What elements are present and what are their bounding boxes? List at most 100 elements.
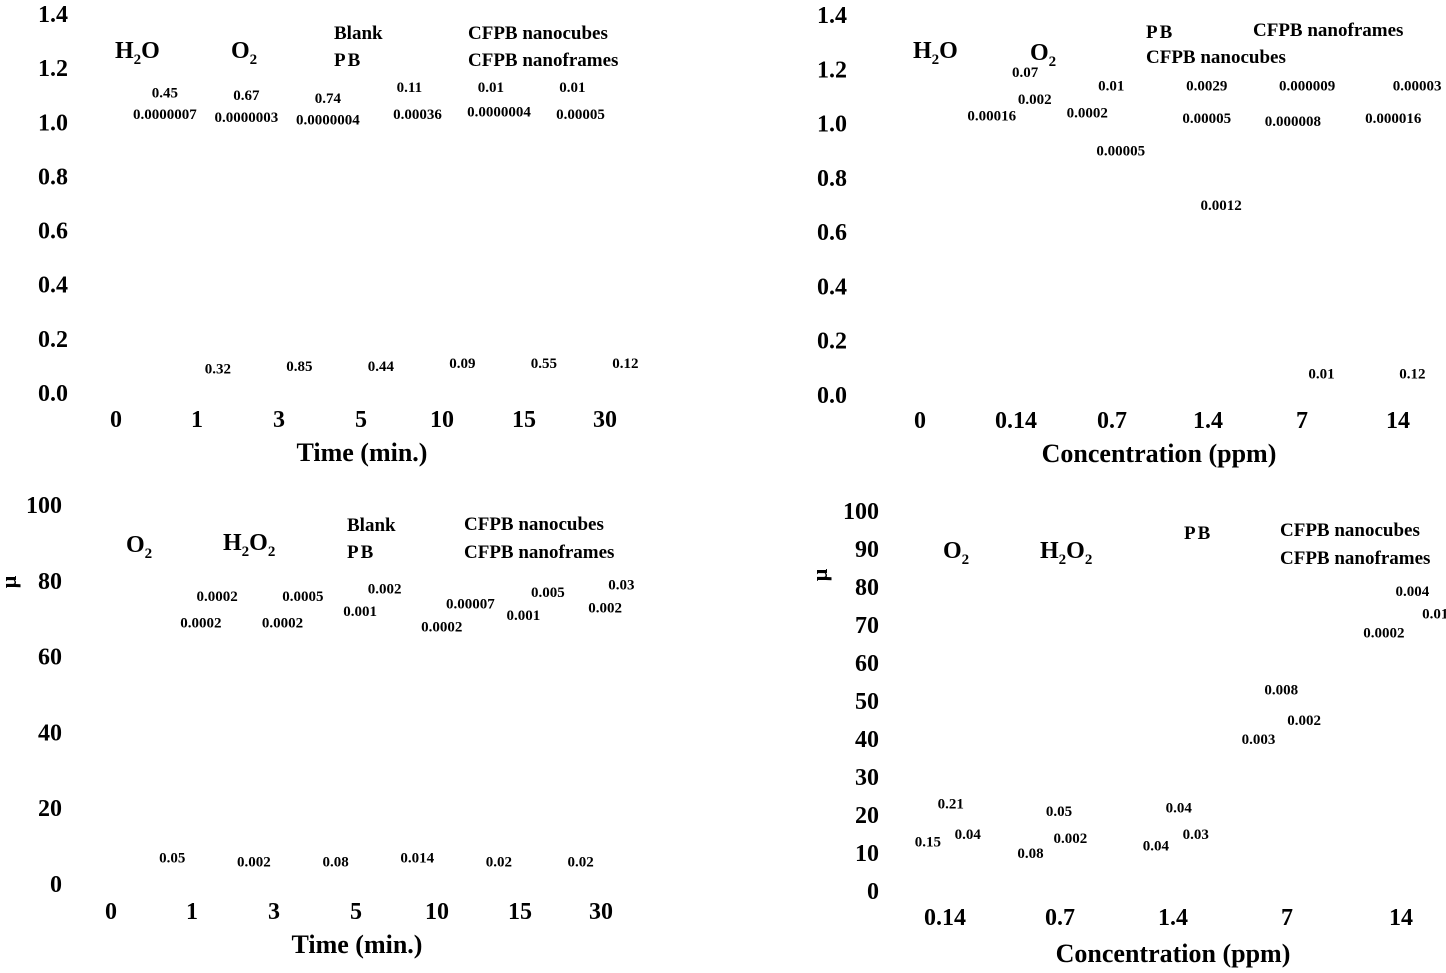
chart-a-xtick-label: 0 <box>110 407 122 433</box>
chart-b-pvalue-label: 0.00005 <box>1182 111 1231 127</box>
chart-b-xlabel: Concentration (ppm) <box>1042 439 1277 468</box>
chart-a-xlabel: Time (min.) <box>297 438 428 467</box>
chart-b-xtick-label: 7 <box>1296 408 1308 434</box>
chart-a-pvalue-label: 0.44 <box>368 359 395 375</box>
chart-d-xlabel: Concentration (ppm) <box>1056 939 1291 968</box>
chart-d-xtick-label: 7 <box>1281 905 1293 931</box>
chart-a-group-label-o2: O2 <box>231 38 257 68</box>
chart-panel-b: 1.4 1.2 1.0 0.8 0.6 0.4 0.2 0.0 0 0.14 0.7 1.4 7 14 … <box>723 0 1446 486</box>
chart-a-ytick-label: 0.8 <box>38 164 68 190</box>
chart-b-pvalue-label: 0.12 <box>1399 366 1425 382</box>
chart-d-pvalue-label: 0.08 <box>1017 846 1043 862</box>
chart-a-ytick-label: 0.2 <box>38 327 68 353</box>
chart-b-pvalue-label: 0.01 <box>1308 366 1334 382</box>
chart-d-xtick-label: 0.7 <box>1045 905 1075 931</box>
chart-d-ytick-label: 100 <box>843 499 879 525</box>
chart-a-pvalue-label: 0.11 <box>397 80 422 96</box>
chart-b-pvalue-label: 0.0012 <box>1201 198 1242 214</box>
chart-d-ytick-label: 10 <box>855 841 879 867</box>
chart-b-ytick-label: 0.6 <box>817 220 847 246</box>
chart-b-ytick-label: 0.2 <box>817 329 847 355</box>
chart-d-legend-0: PB <box>1184 523 1212 544</box>
chart-d-pvalue-label: 0.05 <box>1046 804 1072 820</box>
chart-b-pvalue-label: 0.000009 <box>1279 79 1335 95</box>
chart-a-svg: 1.4 1.2 1.0 0.8 0.6 0.4 0.2 0.0 0 1 3 5 10 15 30 0.45… <box>38 2 639 467</box>
chart-d-pvalue-label: 0.04 <box>1143 838 1170 854</box>
chart-c-xlabel: Time (min.) <box>292 930 423 959</box>
chart-d-ytick-label: 50 <box>855 689 879 715</box>
chart-b-pvalue-label: 0.01 <box>1098 79 1124 95</box>
chart-c-xtick-label: 30 <box>589 899 613 925</box>
chart-a-pvalue-label: 0.45 <box>152 86 178 102</box>
chart-c-pvalue-label: 0.002 <box>237 854 271 870</box>
chart-a-pvalue-label: 0.01 <box>478 80 504 96</box>
chart-a-legend-3: CFPB nanoframes <box>468 50 618 71</box>
chart-c-ytick-label: 0 <box>50 872 62 898</box>
chart-d-pvalue-label: 0.0002 <box>1363 626 1404 642</box>
chart-a-pvalue-label: 0.12 <box>612 356 638 372</box>
chart-d-pvalue-label: 0.003 <box>1242 732 1276 748</box>
chart-a-group-label-h2o: H2O <box>115 38 160 68</box>
chart-b-ytick-label: 1.0 <box>817 112 847 138</box>
chart-c-xtick-label: 3 <box>268 899 280 925</box>
chart-b-legend-1: CFPB nanocubes <box>1146 47 1286 68</box>
chart-c-pvalue-label: 0.0002 <box>421 619 462 635</box>
chart-a-xtick-label: 3 <box>273 407 285 433</box>
chart-d-pvalue-label: 0.15 <box>915 835 941 851</box>
chart-d-ytick-label: 90 <box>855 537 879 563</box>
chart-a-legend-0: Blank <box>334 23 383 44</box>
chart-d-group-label-h2o2: H2O2 <box>1040 538 1092 568</box>
chart-d-pvalue-label: 0.008 <box>1264 683 1298 699</box>
chart-b-xtick-label: 14 <box>1386 408 1410 434</box>
chart-c-ytick-label: 60 <box>38 645 62 671</box>
chart-c-pvalue-label: 0.001 <box>507 608 541 624</box>
chart-d-pvalue-label: 0.03 <box>1183 827 1209 843</box>
chart-a-pvalue-label: 0.74 <box>315 91 342 107</box>
chart-d-ylabel: μ <box>807 568 832 581</box>
chart-a-ytick-label: 0.0 <box>38 381 68 407</box>
chart-c-pvalue-label: 0.0005 <box>282 589 323 605</box>
chart-b-pvalue-label: 0.0029 <box>1186 79 1227 95</box>
chart-a-pvalue-label: 0.67 <box>233 88 260 104</box>
chart-d-pvalue-label: 0.04 <box>955 827 982 843</box>
chart-a-xtick-label: 30 <box>593 407 617 433</box>
chart-b-group-label-o2: O2 <box>1030 40 1056 70</box>
chart-a-pvalue-label: 0.00036 <box>393 107 442 123</box>
chart-c-legend-0: Blank <box>347 515 396 536</box>
chart-b-pvalue-label: 0.000016 <box>1365 111 1422 127</box>
chart-c-group-label-o2: O2 <box>126 532 152 562</box>
chart-c-ytick-label: 100 <box>26 493 62 519</box>
chart-b-xtick-label: 0.7 <box>1097 408 1127 434</box>
chart-d-pvalue-label: 0.002 <box>1054 831 1088 847</box>
chart-b-legend-0: PB <box>1146 22 1174 43</box>
chart-c-xtick-label: 10 <box>425 899 449 925</box>
chart-a-xtick-label: 15 <box>512 407 536 433</box>
chart-c-pvalue-label: 0.0002 <box>180 615 221 631</box>
chart-a-pvalue-label: 0.0000003 <box>215 110 279 126</box>
chart-b-pvalue-label: 0.00016 <box>967 108 1016 124</box>
chart-panel-c: 100 80 60 40 20 0 0 1 3 5 10 15 30 0.0002 0.0002 0.00… <box>0 486 723 973</box>
chart-d-xtick-label: 0.14 <box>924 905 966 931</box>
chart-c-pvalue-label: 0.02 <box>486 854 512 870</box>
chart-b-xtick-label: 0 <box>914 408 926 434</box>
chart-d-group-label-o2: O2 <box>943 538 969 568</box>
chart-a-pvalue-label: 0.55 <box>531 356 557 372</box>
chart-c-ytick-label: 40 <box>38 720 62 746</box>
chart-a-pvalue-label: 0.85 <box>286 359 312 375</box>
chart-a-xtick-label: 1 <box>191 407 203 433</box>
chart-panel-a: 1.4 1.2 1.0 0.8 0.6 0.4 0.2 0.0 0 1 3 5 10 15 30 0.45… <box>0 0 723 486</box>
chart-b-ytick-label: 1.2 <box>817 57 847 83</box>
chart-c-legend-3: CFPB nanoframes <box>464 542 614 563</box>
chart-c-pvalue-label: 0.00007 <box>446 597 495 613</box>
chart-b-ytick-label: 0.4 <box>817 274 847 300</box>
chart-a-xtick-label: 5 <box>355 407 367 433</box>
chart-b-ytick-label: 0.8 <box>817 166 847 192</box>
chart-d-ytick-label: 40 <box>855 727 879 753</box>
chart-c-pvalue-label: 0.005 <box>531 585 565 601</box>
chart-c-svg: 100 80 60 40 20 0 0 1 3 5 10 15 30 0.0002 0.0002 0.00… <box>0 493 635 959</box>
chart-c-pvalue-label: 0.05 <box>159 850 185 866</box>
chart-a-xtick-label: 10 <box>430 407 454 433</box>
chart-b-xtick-label: 0.14 <box>995 408 1037 434</box>
chart-a-ytick-label: 1.4 <box>38 2 68 28</box>
